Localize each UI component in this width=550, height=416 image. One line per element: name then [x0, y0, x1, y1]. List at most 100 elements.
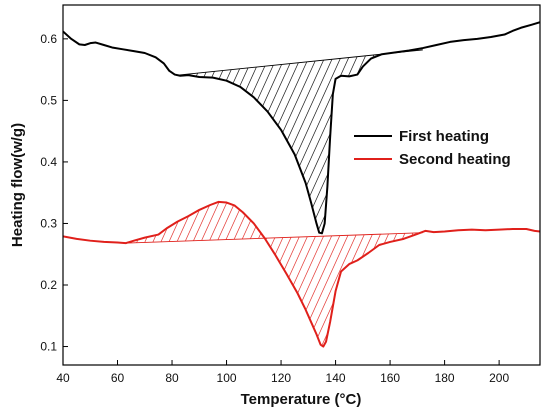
- hatch-stroke: [183, 48, 385, 234]
- series-line-second-heating: [63, 200, 540, 348]
- x-tick-label: 100: [217, 371, 237, 385]
- series-line-first-heating: [63, 21, 540, 235]
- hatch-stroke: [448, 0, 550, 416]
- hatch-stroke: [464, 0, 550, 416]
- hatch-stroke: [122, 201, 185, 347]
- hatch-stroke: [432, 0, 550, 416]
- hatch-stroke: [183, 201, 385, 347]
- hatch-stroke: [488, 0, 550, 416]
- hatch-stroke: [303, 201, 423, 347]
- hatch-stroke: [177, 48, 201, 234]
- hatch-stroke: [122, 201, 281, 347]
- hatch-stroke: [263, 201, 423, 347]
- y-tick-label: 0.6: [40, 32, 57, 46]
- x-tick-label: 180: [435, 371, 455, 385]
- hatch-stroke: [456, 0, 550, 416]
- hatch-stroke: [0, 0, 8, 416]
- y-tick-label: 0.3: [40, 216, 57, 230]
- hatch-stroke: [311, 201, 423, 347]
- x-tick-label: 120: [271, 371, 291, 385]
- hatch-stroke: [159, 201, 361, 347]
- hatch-stroke: [448, 0, 550, 416]
- hatch-stroke: [177, 48, 377, 234]
- hatch-stroke: [488, 0, 550, 416]
- hatch-stroke: [472, 0, 550, 416]
- plot-frame: [62, 4, 541, 366]
- baseline-second-heating: [122, 232, 423, 244]
- hatch-stroke: [122, 201, 209, 347]
- hatch-stroke: [223, 201, 423, 347]
- hatch-stroke: [351, 201, 423, 347]
- hatch-stroke: [319, 48, 423, 234]
- hatch-stroke: [528, 0, 550, 416]
- hatch-stroke: [239, 201, 423, 347]
- hatch-stroke: [231, 201, 423, 347]
- hatch-stroke: [528, 0, 550, 416]
- hatch-stroke: [177, 48, 345, 234]
- hatch-stroke: [247, 201, 423, 347]
- hatch-stroke: [177, 48, 249, 234]
- hatch-stroke: [504, 0, 550, 416]
- hatch-stroke: [327, 201, 423, 347]
- legend-label-second-heating: Second heating: [399, 151, 511, 168]
- hatch-stroke: [177, 48, 321, 234]
- hatch-stroke: [440, 0, 550, 416]
- hatch-stroke: [544, 0, 550, 416]
- hatch-stroke: [343, 48, 423, 234]
- hatch-stroke: [177, 48, 289, 234]
- legend: First heating Second heating: [354, 128, 511, 168]
- x-axis-title: Temperature (°C): [241, 391, 362, 408]
- hatch-stroke: [383, 201, 423, 347]
- y-axis-title: Heating flow(w/g): [9, 123, 26, 247]
- hatch-stroke: [177, 48, 225, 234]
- hatch-stroke: [177, 48, 281, 234]
- hatch-stroke: [122, 201, 241, 347]
- x-tick-label: 140: [326, 371, 346, 385]
- hatch-stroke: [215, 48, 417, 234]
- hatch-stroke: [512, 0, 550, 416]
- hatch-stroke: [223, 48, 423, 234]
- hatch-stroke: [122, 201, 273, 347]
- hatch-stroke: [122, 201, 225, 347]
- hatch-stroke: [496, 0, 550, 416]
- hatch-stroke: [0, 0, 8, 416]
- hatch-stroke: [0, 0, 176, 416]
- hatch-stroke: [255, 48, 423, 234]
- hatch-stroke: [263, 48, 423, 234]
- hatch-stroke: [255, 201, 423, 347]
- hatch-stroke: [177, 48, 209, 234]
- hatch-stroke: [536, 0, 550, 416]
- hatch-stroke: [231, 48, 423, 234]
- hatch-stroke: [399, 48, 423, 234]
- hatch-stroke: [359, 48, 423, 234]
- hatch-stroke: [239, 48, 423, 234]
- hatch-stroke: [177, 48, 297, 234]
- hatch-stroke: [424, 0, 550, 416]
- hatch-stroke: [122, 201, 249, 347]
- hatch-stroke: [191, 48, 393, 234]
- hatch-stroke: [247, 48, 423, 234]
- hatch-stroke: [399, 201, 423, 347]
- hatch-stroke: [287, 48, 423, 234]
- hatch-stroke: [143, 201, 345, 347]
- hatch-stroke: [151, 201, 353, 347]
- hatch-stroke: [177, 48, 313, 234]
- hatch-stroke: [177, 48, 353, 234]
- hatch-stroke: [520, 0, 550, 416]
- x-tick-label: 40: [56, 371, 70, 385]
- hatch-stroke: [464, 0, 550, 416]
- hatch-stroke: [544, 0, 550, 416]
- hatch-stroke: [367, 48, 423, 234]
- hatch-stroke: [311, 48, 423, 234]
- hatch-stroke: [432, 0, 550, 416]
- hatch-stroke: [279, 48, 423, 234]
- hatch-stroke: [177, 48, 337, 234]
- hatch-stroke: [327, 48, 423, 234]
- hatch-stroke: [359, 201, 423, 347]
- hatch-stroke: [122, 201, 177, 347]
- x-tick-label: 200: [489, 371, 509, 385]
- hatch-stroke: [279, 201, 423, 347]
- curve-layer: [63, 21, 540, 348]
